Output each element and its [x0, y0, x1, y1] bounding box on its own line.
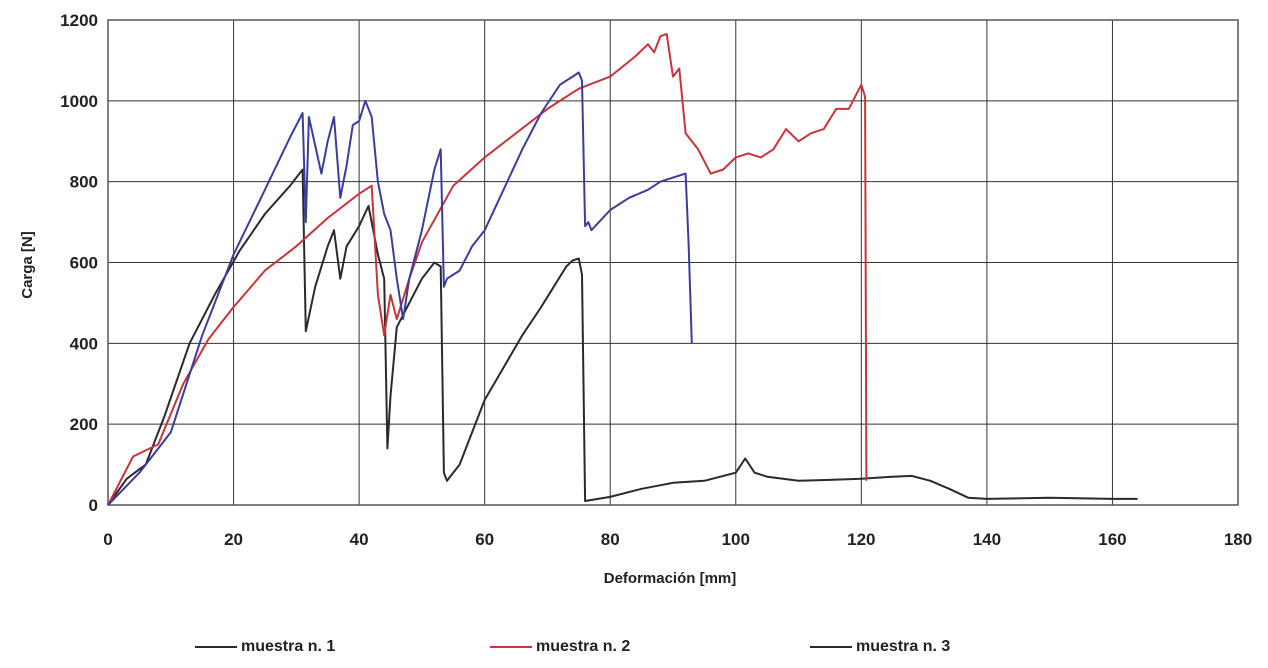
series-line-muestra-3 [107, 71, 693, 506]
x-tick-label: 40 [350, 530, 369, 549]
x-tick-label: 20 [224, 530, 243, 549]
grid [107, 19, 1239, 506]
y-axis-title: Carga [N] [19, 231, 36, 299]
legend-label-muestra-2: muestra n. 2 [536, 638, 631, 655]
x-tick-label: 0 [103, 530, 112, 549]
series-line-muestra-1 [107, 168, 1138, 506]
legend-item-muestra-3: muestra n. 3 [810, 638, 950, 656]
y-tick-label: 400 [70, 334, 98, 353]
y-axis-ticks: 0 200 400 600 800 1000 1200 [60, 11, 98, 515]
y-tick-label: 1000 [60, 92, 98, 111]
y-tick-label: 0 [89, 496, 98, 515]
legend-label-muestra-3: muestra n. 3 [856, 638, 951, 655]
y-tick-label: 1200 [60, 11, 98, 30]
x-axis-title: Deformación [mm] [604, 570, 737, 587]
y-tick-label: 200 [70, 415, 98, 434]
plot-area [107, 19, 1239, 506]
legend-swatch-muestra-1 [195, 646, 237, 648]
legend-swatch-muestra-2 [490, 646, 532, 648]
x-tick-label: 80 [601, 530, 620, 549]
x-tick-label: 60 [475, 530, 494, 549]
x-tick-label: 160 [1098, 530, 1126, 549]
x-tick-label: 180 [1224, 530, 1252, 549]
legend-swatch-muestra-3 [810, 646, 852, 648]
legend-item-muestra-2: muestra n. 2 [490, 638, 630, 656]
x-tick-label: 100 [722, 530, 750, 549]
legend-label-muestra-1: muestra n. 1 [241, 638, 336, 655]
x-tick-label: 140 [973, 530, 1001, 549]
x-axis-ticks: 0 20 40 60 80 100 120 140 160 180 [103, 530, 1252, 549]
y-tick-label: 800 [70, 173, 98, 192]
legend-item-muestra-1: muestra n. 1 [195, 638, 335, 656]
series-layer [107, 33, 1138, 506]
y-tick-label: 600 [70, 254, 98, 273]
x-tick-label: 120 [847, 530, 875, 549]
series-line-muestra-2 [107, 33, 868, 506]
legend: muestra n. 1 muestra n. 2 muestra n. 3 [190, 638, 990, 662]
